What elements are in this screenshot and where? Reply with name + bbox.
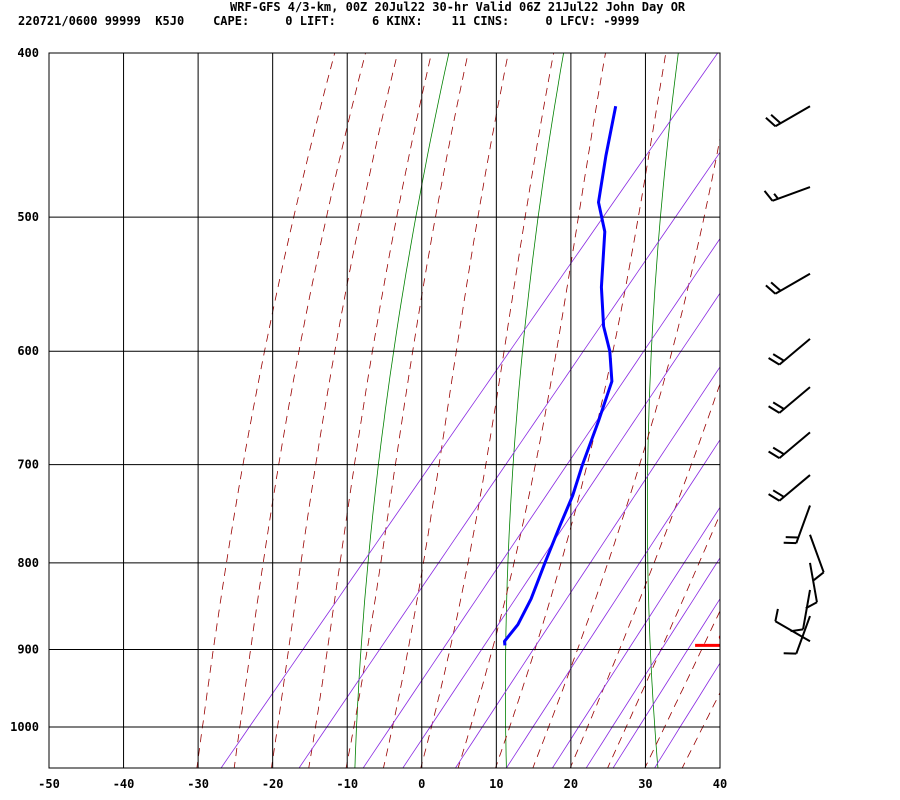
y-tick-label: 600 bbox=[17, 344, 39, 358]
moist-adiabat-line bbox=[607, 513, 720, 768]
moist-adiabat-line bbox=[532, 136, 720, 768]
mixing-ratio-line bbox=[220, 53, 719, 768]
y-tick-label: 1000 bbox=[10, 720, 39, 734]
stats-line: 220721/0600 99999 K5J0 CAPE: 0 LIFT: 6 K… bbox=[18, 14, 640, 28]
profile-series bbox=[503, 105, 720, 647]
mixing-ratio-line bbox=[551, 506, 720, 768]
wind-barb bbox=[809, 534, 825, 581]
x-tick-label: -10 bbox=[336, 777, 358, 791]
x-tick-label: 0 bbox=[418, 777, 425, 791]
moist-adiabat-line bbox=[644, 610, 720, 768]
mixing-ratio-line bbox=[454, 366, 720, 768]
wind-barb bbox=[774, 608, 811, 643]
moist-adiabat-line bbox=[495, 53, 667, 768]
mixing-ratio-line bbox=[654, 662, 720, 768]
moist-adiabat-line bbox=[420, 53, 555, 768]
mixing-ratio-line bbox=[612, 598, 720, 768]
mixing-ratio-line bbox=[585, 557, 720, 768]
wind-barb bbox=[783, 505, 811, 545]
wind-barb bbox=[763, 186, 811, 202]
moist-adiabat-line bbox=[345, 53, 469, 768]
dewpoint-profile-line bbox=[503, 105, 618, 646]
y-tick-label: 900 bbox=[17, 642, 39, 656]
tick-labels: -50 -40 -30 -20 -10 0 10 20 30 40 400 500 600 700 800 9… bbox=[10, 46, 727, 791]
moist-adiabat-line bbox=[681, 691, 720, 768]
moist-adiabat-line bbox=[233, 53, 366, 768]
grid-lines bbox=[48, 52, 721, 768]
plot-frame bbox=[48, 52, 721, 769]
x-tick-label: -30 bbox=[187, 777, 209, 791]
moist-adiabat-line bbox=[719, 766, 720, 768]
mixing-ratio-line bbox=[505, 439, 720, 768]
y-tick-label: 700 bbox=[17, 458, 39, 472]
moist-adiabat-line bbox=[383, 53, 509, 768]
y-tick-label: 400 bbox=[17, 46, 39, 60]
mixing-ratio-line bbox=[402, 292, 720, 768]
moist-adiabat-line bbox=[308, 53, 432, 768]
moist-adiabat-line bbox=[271, 53, 399, 768]
wind-barb bbox=[768, 431, 811, 459]
x-tick-label: -20 bbox=[262, 777, 284, 791]
dry-adiabat-line bbox=[780, 15, 810, 770]
chart-title: WRF-GFS 4/3-km, 00Z 20Jul22 30-hr Valid … bbox=[230, 0, 686, 14]
wind-barb bbox=[765, 105, 811, 128]
dry-adiabat-line bbox=[504, 53, 565, 768]
moist-adiabat-line bbox=[196, 53, 336, 768]
wind-barb bbox=[765, 272, 811, 295]
mixing-ratio-line bbox=[362, 237, 720, 768]
x-tick-label: 10 bbox=[489, 777, 503, 791]
wind-barb bbox=[768, 386, 811, 414]
wind-barb bbox=[768, 474, 811, 502]
wind-barbs bbox=[763, 105, 825, 655]
moist-adiabat-line bbox=[457, 53, 606, 768]
x-tick-label: 40 bbox=[713, 777, 727, 791]
x-tick-label: -50 bbox=[38, 777, 60, 791]
dry-adiabat-line bbox=[354, 53, 450, 768]
dry-adiabat-line bbox=[647, 53, 679, 768]
y-tick-label: 800 bbox=[17, 556, 39, 570]
mixing-ratio-line bbox=[298, 151, 720, 768]
wind-barb bbox=[783, 615, 811, 655]
x-tick-label: 30 bbox=[638, 777, 652, 791]
x-tick-label: -40 bbox=[113, 777, 135, 791]
background-lines bbox=[196, 15, 810, 770]
y-tick-label: 500 bbox=[17, 210, 39, 224]
wind-barb bbox=[768, 338, 811, 366]
x-tick-label: 20 bbox=[564, 777, 578, 791]
